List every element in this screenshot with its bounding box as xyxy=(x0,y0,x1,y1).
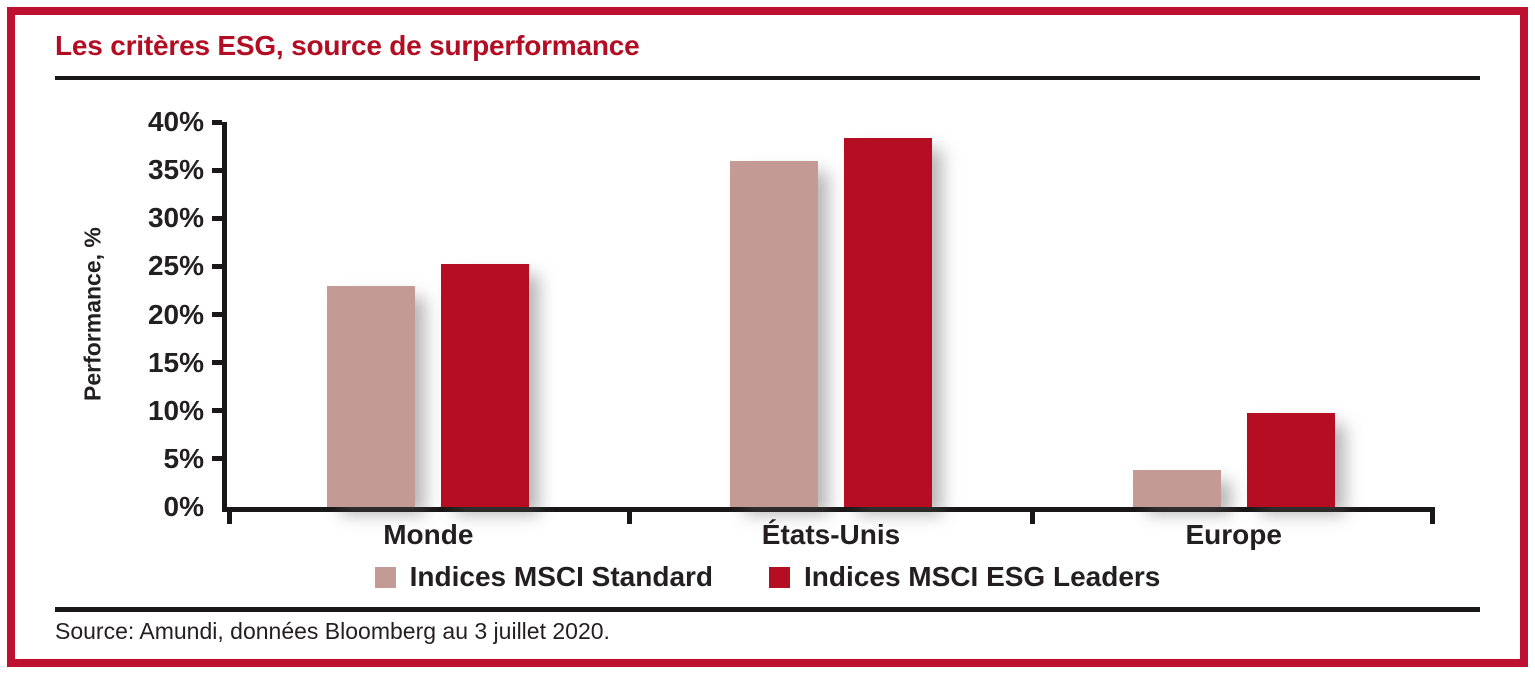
x-tick-mark xyxy=(1430,512,1435,524)
y-tick-label: 35% xyxy=(147,154,204,186)
legend-item-standard: Indices MSCI Standard xyxy=(374,561,714,593)
bar-standard-monde xyxy=(327,285,416,507)
x-category-label: États-Unis xyxy=(761,519,901,550)
y-tick-mark xyxy=(212,119,222,125)
y-tick-labels: 0% 5% 10% 15% 20% 25% 30% 35% 40% xyxy=(0,106,212,522)
y-tick-label: 25% xyxy=(147,250,204,282)
plot-area xyxy=(212,119,1435,524)
y-tick-label: 20% xyxy=(147,298,204,330)
legend: Indices MSCI Standard Indices MSCI ESG L… xyxy=(0,560,1535,594)
x-tick-mark xyxy=(1029,512,1035,524)
y-tick-label: 5% xyxy=(163,442,204,474)
source-text: Source: Amundi, données Bloomberg au 3 j… xyxy=(55,618,610,644)
bar-groups xyxy=(227,122,1435,507)
bar-group--tats-unis xyxy=(630,122,1033,507)
y-tick-mark xyxy=(212,215,222,221)
title-divider xyxy=(55,76,1480,80)
y-tick-label: 10% xyxy=(147,394,204,426)
legend-item-esg-leaders: Indices MSCI ESG Leaders xyxy=(769,561,1160,593)
y-tick-mark xyxy=(212,263,222,269)
x-tick-mark xyxy=(227,512,232,524)
x-category-labels: Monde États-Unis Europe xyxy=(227,518,1435,552)
x-category-label: Monde xyxy=(383,519,474,550)
bar-esg-leaders-europe xyxy=(1246,412,1335,507)
y-tick-label: 40% xyxy=(147,106,204,137)
bar-esg-leaders--tats-unis xyxy=(844,138,932,507)
bar-group-monde xyxy=(227,122,630,507)
y-tick-mark xyxy=(212,408,222,414)
bar-standard--tats-unis xyxy=(730,161,818,507)
y-tick-label: 15% xyxy=(147,346,204,378)
x-tick-mark xyxy=(627,512,633,524)
y-tick-mark xyxy=(212,167,222,173)
y-tick-mark xyxy=(212,312,222,317)
bar-esg-leaders-monde xyxy=(441,263,530,507)
y-tick-mark xyxy=(212,360,222,366)
page-title: Les critères ESG, source de surperforman… xyxy=(55,30,640,61)
legend-swatch-standard-icon xyxy=(374,566,396,588)
y-tick-label: 30% xyxy=(147,202,204,234)
bar-group-europe xyxy=(1032,122,1435,507)
legend-label-esg-leaders: Indices MSCI ESG Leaders xyxy=(804,561,1161,592)
legend-swatch-esg-leaders-icon xyxy=(769,566,791,588)
x-category-label: Europe xyxy=(1185,519,1282,550)
bar-standard-europe xyxy=(1132,470,1221,507)
footer-divider xyxy=(55,607,1480,612)
legend-label-standard: Indices MSCI Standard xyxy=(409,561,714,592)
y-tick-label: 0% xyxy=(163,491,204,522)
y-tick-mark xyxy=(212,456,222,462)
